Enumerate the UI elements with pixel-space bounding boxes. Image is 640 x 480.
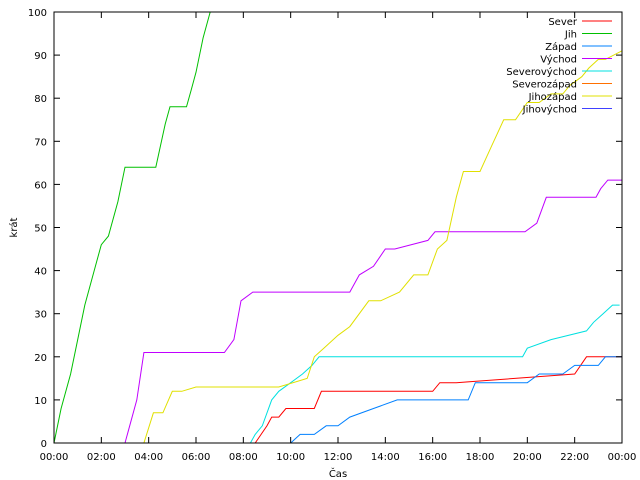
series-line-4 xyxy=(54,304,620,444)
y-axis-label: krát xyxy=(8,217,20,237)
y-tick-label: 40 xyxy=(34,267,47,278)
series-line-2 xyxy=(54,356,622,444)
y-tick-label: 90 xyxy=(34,51,47,62)
x-tick-label: 08:00 xyxy=(229,452,258,463)
x-tick-label: 10:00 xyxy=(276,452,305,463)
legend-label: Jihovýchod xyxy=(522,104,577,116)
x-tick-label: 06:00 xyxy=(182,452,211,463)
legend-label: Severovýchod xyxy=(506,66,577,78)
legend-label: Sever xyxy=(548,17,578,28)
y-tick-label: 10 xyxy=(34,396,47,407)
y-tick-label: 30 xyxy=(34,310,47,321)
x-tick-label: 00:00 xyxy=(608,452,637,463)
x-axis-label: Čas xyxy=(329,467,347,480)
y-tick-label: 0 xyxy=(41,439,47,450)
y-tick-label: 60 xyxy=(34,180,47,191)
series-line-3 xyxy=(54,179,622,444)
y-tick-label: 80 xyxy=(34,94,47,105)
x-tick-label: 00:00 xyxy=(40,452,69,463)
legend-label: Východ xyxy=(540,54,577,66)
y-tick-label: 100 xyxy=(28,8,47,19)
y-tick-label: 20 xyxy=(34,353,47,364)
x-tick-label: 12:00 xyxy=(324,452,353,463)
x-tick-label: 20:00 xyxy=(513,452,542,463)
y-tick-label: 50 xyxy=(34,224,47,235)
x-tick-label: 18:00 xyxy=(466,452,495,463)
series-line-6 xyxy=(54,50,623,444)
legend-label: Západ xyxy=(545,41,577,53)
legend: Sever JihZápadVýchodSeverovýchodSeverozáp… xyxy=(506,17,612,116)
y-tick-label: 70 xyxy=(34,137,47,148)
ticks-layer: 0 10 20 30 40 50 60 70 80 90 100 00:00 02:00 04:00 06:… xyxy=(28,8,637,463)
x-tick-label: 16:00 xyxy=(418,452,447,463)
legend-label: Severozápad xyxy=(512,79,577,91)
series-line-1 xyxy=(53,11,211,444)
x-tick-label: 14:00 xyxy=(371,452,400,463)
legend-label: Jihozápad xyxy=(528,91,577,103)
x-tick-label: 04:00 xyxy=(134,452,163,463)
legend-label: Jih xyxy=(564,30,577,41)
series-line-0 xyxy=(54,356,622,444)
x-tick-label: 02:00 xyxy=(87,452,116,463)
x-tick-label: 22:00 xyxy=(560,452,589,463)
